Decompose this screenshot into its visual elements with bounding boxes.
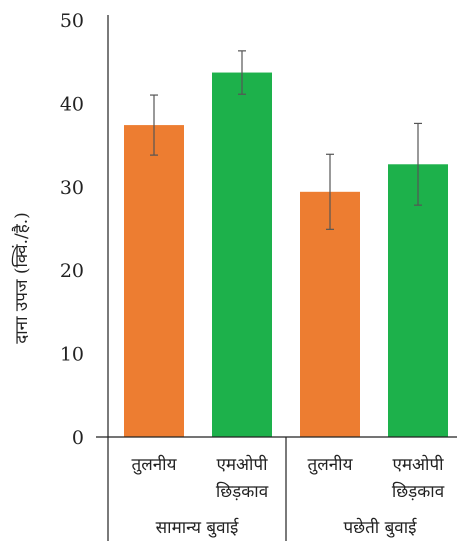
error-bar xyxy=(150,94,158,156)
bar xyxy=(212,72,272,438)
group-label: सामान्य बुवाई xyxy=(156,517,240,538)
group-label: पछेती बुवाई xyxy=(344,517,418,538)
y-axis-label: दाना उपज (क्विं./है.) xyxy=(11,212,32,344)
y-tick-label: 20 xyxy=(60,260,84,282)
bar xyxy=(388,164,448,438)
error-bar xyxy=(414,122,422,206)
axes xyxy=(96,15,457,541)
category-labels: तुलनीय एमओपी छिड़काव तुलनीय एमओपी छिड़काव xyxy=(132,454,445,502)
y-tick-label: 30 xyxy=(60,177,84,199)
category-label: तुलनीय xyxy=(308,454,354,475)
error-bars xyxy=(150,50,422,230)
error-bar xyxy=(326,153,334,230)
error-bar xyxy=(238,50,246,95)
bars xyxy=(124,72,448,438)
group-labels: सामान्य बुवाई पछेती बुवाई xyxy=(156,517,418,538)
category-label: तुलनीय xyxy=(132,454,178,475)
y-tick-labels: 0 10 20 30 40 50 xyxy=(60,10,84,449)
y-tick-label: 40 xyxy=(60,93,84,115)
category-label-line2: छिड़काव xyxy=(392,481,445,502)
y-tick-label: 0 xyxy=(72,427,84,449)
bar xyxy=(124,125,184,438)
y-tick-label: 50 xyxy=(60,10,84,32)
category-label: एमओपी xyxy=(216,454,268,475)
category-label: एमओपी xyxy=(392,454,444,475)
y-tick-label: 10 xyxy=(60,344,84,366)
category-label-line2: छिड़काव xyxy=(216,481,269,502)
bar xyxy=(300,191,360,437)
